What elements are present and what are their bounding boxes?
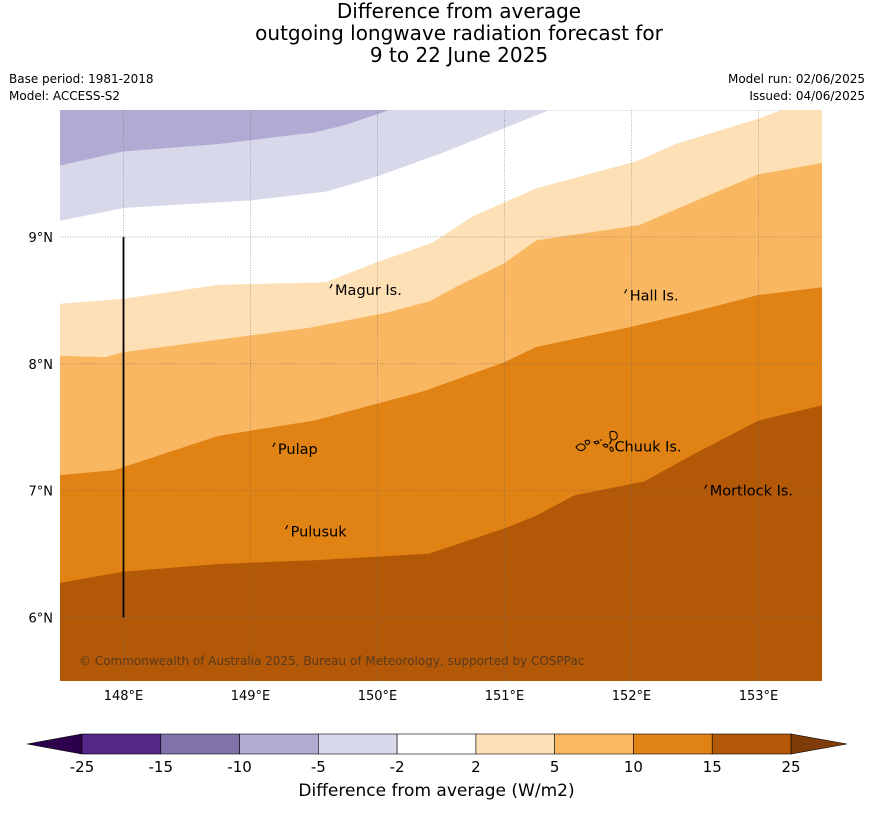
meta-left: Base period: 1981-2018 Model: ACCESS-S2 [9,71,154,105]
longitude-axis: 148°E 149°E 150°E 151°E 152°E 153°E [104,689,779,704]
colorbar-tick-label: -10 [227,758,252,776]
island-mark [329,283,333,289]
model-run-text: Model run: 02/06/2025 [727,72,865,86]
colorbar-tick-label: 2 [471,758,481,776]
latitude-axis: 6°N 7°N 8°N 9°N [29,231,54,627]
issued-text: Issued: 04/06/2025 [749,89,865,103]
colorbar-tick-label: -15 [149,758,174,776]
colorbar-under-arrow [26,733,83,755]
island-mark [704,484,708,489]
title-line-1: Difference from average [336,0,582,23]
gridlines [60,110,822,681]
place-label: Mortlock Is. [710,484,793,500]
colorbar-bin [475,733,555,755]
plot-area: Magur Is. Hall Is. Pulap Chuuk Is. Mortlock … [60,110,822,681]
copyright-notice: © Commonwealth of Australia 2025, Bureau… [79,654,584,668]
place-label: Pulap [278,442,318,458]
colorbar-bin [554,733,634,755]
island-mark [285,525,289,530]
colorbar-over-arrow [790,733,848,755]
longitude-tick-label: 150°E [358,689,398,704]
island-mark [624,288,628,294]
model-text: Model: ACCESS-S2 [9,89,121,103]
place-label: Magur Is. [335,283,402,299]
colorbar-tick-label: 10 [624,758,643,776]
colorbar-bin [239,733,319,755]
colorbar: -25 -15 -10 -5 -2 2 5 10 15 25 [26,733,848,776]
colorbar-tick-label: 25 [781,758,800,776]
colorbar-tick-label: -25 [70,758,95,776]
colorbar-bin [396,733,477,755]
latitude-tick-label: 7°N [29,485,54,500]
longitude-tick-label: 152°E [612,689,652,704]
title-line-3: 9 to 22 June 2025 [369,43,549,67]
longitude-tick-label: 149°E [231,689,271,704]
longitude-tick-label: 148°E [104,689,144,704]
map-title: Difference from average outgoing longwav… [0,0,873,66]
place-label: Hall Is. [630,288,679,304]
colorbar-bin [633,733,713,755]
longitude-tick-label: 151°E [485,689,525,704]
longitude-tick-label: 153°E [739,689,779,704]
colorbar-title: Difference from average (W/m2) [298,781,575,801]
colorbar-tick-label: 15 [703,758,722,776]
colorbar-tick-label: -2 [390,758,405,776]
contour-band-2 [60,110,550,221]
latitude-tick-label: 8°N [29,358,54,373]
island-mark [272,442,276,448]
place-labels: Magur Is. Hall Is. Pulap Chuuk Is. Mortlock … [272,283,793,540]
island-mark [608,439,612,445]
colorbar-bin [160,733,240,755]
place-label: Pulusuk [291,524,348,540]
title-line-2: outgoing longwave radiation forecast for [255,21,663,45]
meta-right: Model run: 02/06/2025 Issued: 04/06/2025 [728,71,865,105]
colorbar-bin [318,733,398,755]
latitude-tick-label: 9°N [29,231,54,246]
place-label: Chuuk Is. [614,439,681,455]
colorbar-tick-label: -5 [311,758,326,776]
latitude-tick-label: 6°N [29,612,54,627]
chuuk-lagoon-islands [575,430,618,452]
colorbar-bin [711,733,792,755]
base-period-text: Base period: 1981-2018 [9,72,154,86]
colorbar-tick-label: 5 [550,758,560,776]
colorbar-bin [81,733,162,755]
island-layer [575,430,618,452]
